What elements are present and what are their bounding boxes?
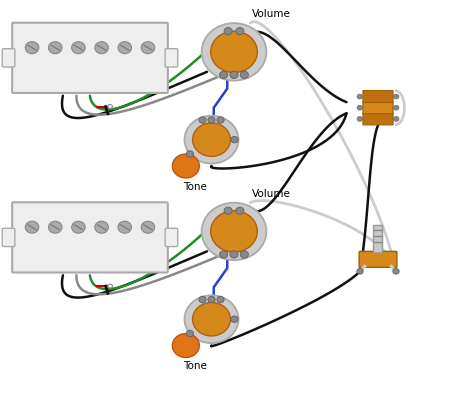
Circle shape bbox=[230, 71, 238, 79]
Circle shape bbox=[141, 42, 155, 54]
Circle shape bbox=[240, 71, 248, 79]
Circle shape bbox=[231, 136, 238, 143]
Circle shape bbox=[220, 251, 228, 258]
Circle shape bbox=[199, 296, 206, 303]
Circle shape bbox=[236, 28, 244, 35]
FancyBboxPatch shape bbox=[363, 113, 393, 125]
Circle shape bbox=[199, 117, 206, 123]
Circle shape bbox=[217, 296, 224, 303]
Circle shape bbox=[108, 284, 112, 288]
Circle shape bbox=[118, 42, 131, 54]
Circle shape bbox=[393, 105, 399, 110]
Circle shape bbox=[224, 207, 232, 214]
Circle shape bbox=[172, 334, 199, 358]
Circle shape bbox=[393, 94, 399, 99]
Circle shape bbox=[72, 221, 85, 233]
Circle shape bbox=[357, 94, 362, 99]
Circle shape bbox=[393, 269, 399, 274]
Circle shape bbox=[186, 151, 194, 157]
FancyBboxPatch shape bbox=[12, 202, 168, 273]
Circle shape bbox=[184, 295, 239, 343]
FancyBboxPatch shape bbox=[359, 251, 397, 267]
Circle shape bbox=[202, 23, 266, 81]
Circle shape bbox=[95, 221, 108, 233]
Circle shape bbox=[193, 302, 230, 336]
Circle shape bbox=[357, 117, 362, 121]
Circle shape bbox=[208, 296, 215, 303]
FancyBboxPatch shape bbox=[374, 225, 382, 253]
Circle shape bbox=[230, 251, 238, 258]
Circle shape bbox=[357, 105, 362, 110]
FancyBboxPatch shape bbox=[165, 49, 178, 67]
Circle shape bbox=[217, 117, 224, 123]
Circle shape bbox=[108, 105, 112, 109]
Circle shape bbox=[141, 221, 155, 233]
Circle shape bbox=[220, 71, 228, 79]
Circle shape bbox=[211, 211, 257, 252]
Circle shape bbox=[95, 42, 108, 54]
Circle shape bbox=[224, 28, 232, 35]
Circle shape bbox=[393, 117, 399, 121]
Circle shape bbox=[202, 203, 266, 260]
Text: Volume: Volume bbox=[252, 9, 291, 19]
Circle shape bbox=[231, 316, 238, 322]
Text: Volume: Volume bbox=[252, 189, 291, 199]
Circle shape bbox=[236, 207, 244, 214]
Circle shape bbox=[49, 221, 62, 233]
Circle shape bbox=[25, 42, 39, 54]
FancyBboxPatch shape bbox=[363, 91, 393, 103]
Circle shape bbox=[118, 221, 131, 233]
Circle shape bbox=[172, 154, 199, 178]
Circle shape bbox=[193, 123, 230, 156]
Circle shape bbox=[25, 221, 39, 233]
FancyBboxPatch shape bbox=[363, 102, 393, 114]
Circle shape bbox=[49, 42, 62, 54]
Circle shape bbox=[357, 269, 363, 274]
Circle shape bbox=[208, 117, 215, 123]
FancyBboxPatch shape bbox=[2, 49, 15, 67]
Text: Tone: Tone bbox=[183, 182, 207, 192]
Circle shape bbox=[240, 251, 248, 258]
Circle shape bbox=[186, 330, 194, 337]
FancyBboxPatch shape bbox=[165, 228, 178, 247]
FancyBboxPatch shape bbox=[2, 228, 15, 247]
Circle shape bbox=[211, 31, 257, 73]
Circle shape bbox=[184, 116, 239, 164]
FancyBboxPatch shape bbox=[12, 23, 168, 93]
Circle shape bbox=[72, 42, 85, 54]
Text: Tone: Tone bbox=[183, 361, 207, 371]
